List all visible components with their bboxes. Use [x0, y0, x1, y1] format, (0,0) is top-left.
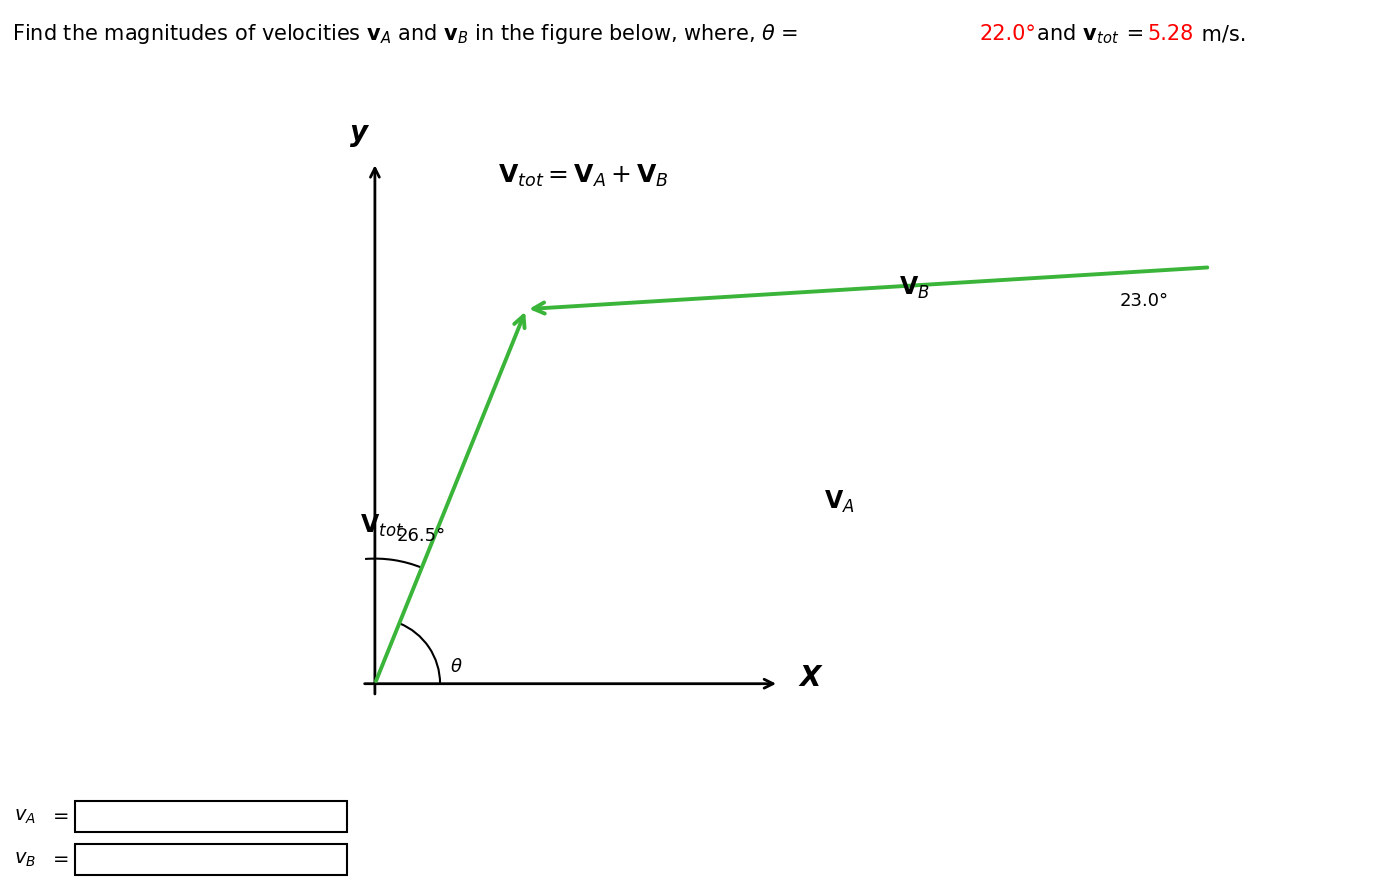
Text: $\mathbf{V}_{tot}$: $\mathbf{V}_{tot}$: [361, 514, 405, 539]
Text: $v_B$: $v_B$: [14, 850, 36, 869]
Text: and $\mathbf{v}_{tot}$: and $\mathbf{v}_{tot}$: [1030, 22, 1119, 46]
Text: 23.0°: 23.0°: [1119, 292, 1169, 310]
Text: m/s.: m/s.: [1195, 24, 1247, 44]
Text: =: =: [1119, 24, 1151, 44]
Text: 26.5°: 26.5°: [397, 527, 445, 545]
Text: $v_A$: $v_A$: [14, 807, 36, 826]
FancyBboxPatch shape: [75, 801, 347, 831]
FancyBboxPatch shape: [75, 844, 347, 875]
Text: 22.0°: 22.0°: [980, 24, 1036, 44]
Text: =: =: [53, 850, 69, 869]
Text: 5.28: 5.28: [1147, 24, 1193, 44]
Text: y: y: [350, 118, 369, 147]
Text: Find the magnitudes of velocities $\mathbf{v}_A$ and $\mathbf{v}_B$ in the figur: Find the magnitudes of velocities $\math…: [12, 22, 800, 46]
Text: $\mathbf{V}_{tot} = \mathbf{V}_A + \mathbf{V}_B$: $\mathbf{V}_{tot} = \mathbf{V}_A + \math…: [498, 162, 669, 189]
Text: $\mathbf{V}_B$: $\mathbf{V}_B$: [900, 275, 930, 302]
Text: =: =: [53, 807, 69, 826]
Text: $\mathbf{V}_A$: $\mathbf{V}_A$: [824, 489, 854, 514]
Text: $\theta$: $\theta$: [451, 658, 463, 676]
Text: X: X: [800, 665, 821, 692]
